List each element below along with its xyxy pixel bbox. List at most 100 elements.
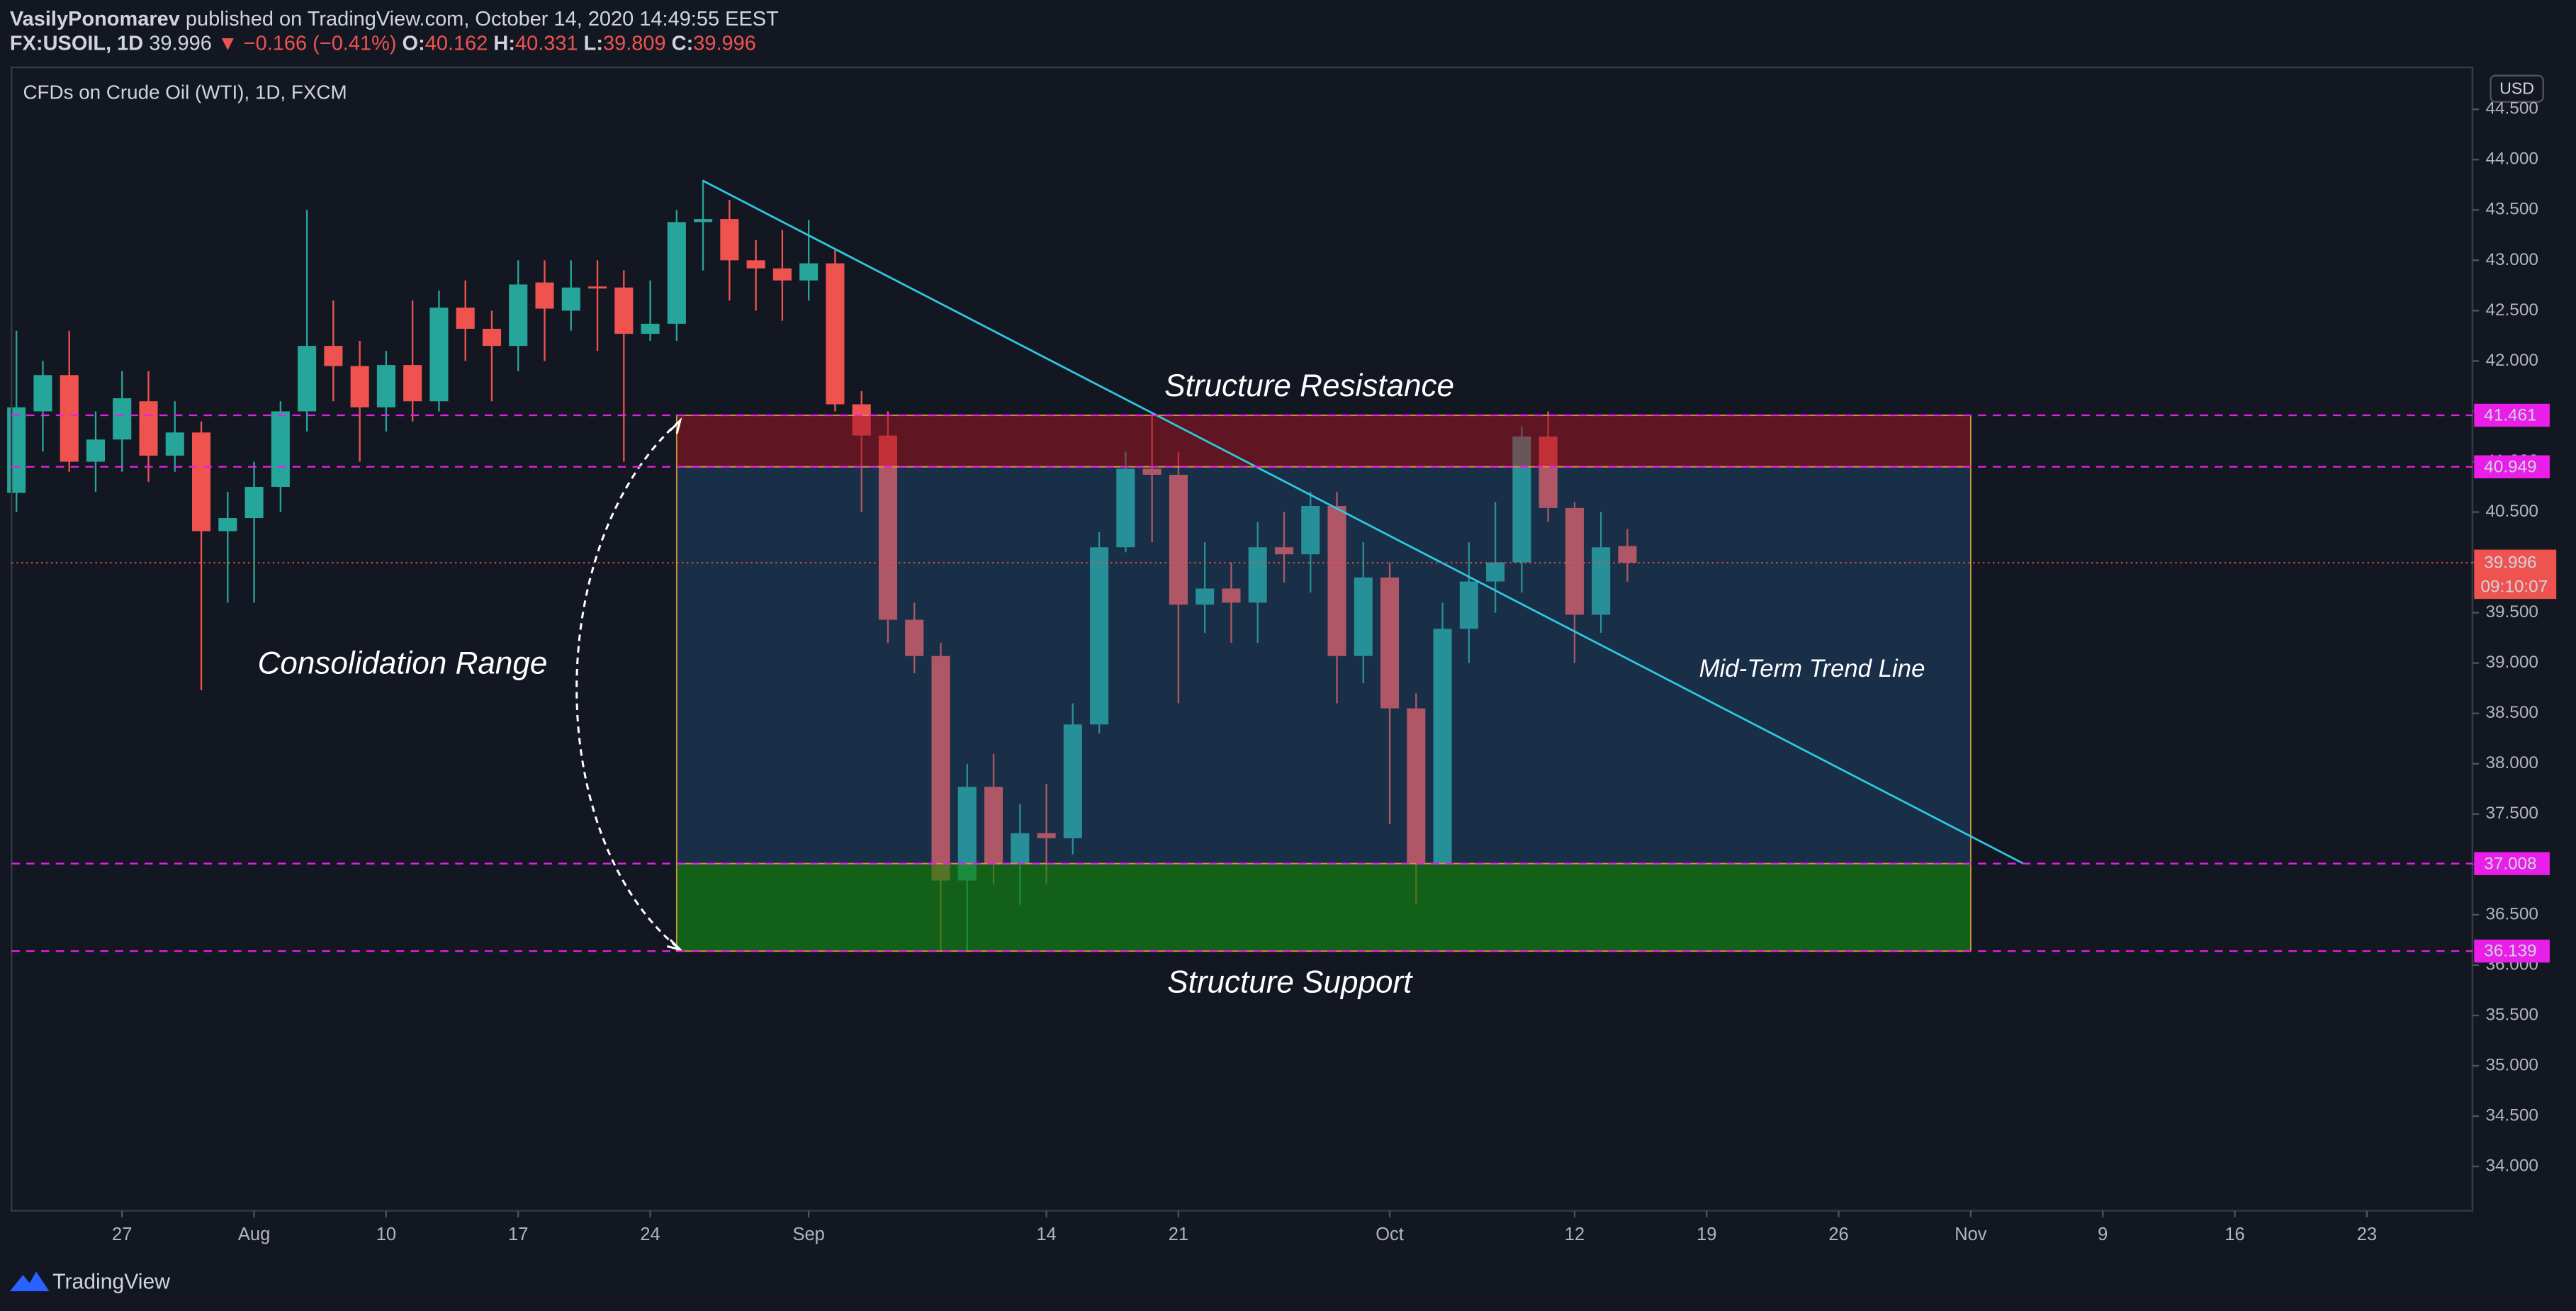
candle-body: [1142, 468, 1162, 475]
x-tick-label: 27: [112, 1225, 132, 1244]
candle-body: [324, 346, 343, 366]
trend-line: [702, 179, 2025, 865]
published: published on TradingView.com, October 14…: [186, 7, 779, 30]
candle-body: [113, 398, 132, 440]
y-tick-label: 35.500: [2485, 1005, 2538, 1024]
candle-body: [667, 222, 686, 324]
candle-body: [587, 286, 607, 289]
level-badge: [2474, 403, 2550, 427]
candle-body: [746, 260, 765, 269]
candle-body: [1459, 581, 1478, 629]
y-tick-label: 34.000: [2485, 1156, 2538, 1175]
candle-body: [1169, 474, 1188, 605]
currency: USD: [2499, 79, 2534, 97]
x-tick-label: Nov: [1955, 1225, 1987, 1244]
candle-body: [984, 787, 1003, 865]
candle-body: [694, 219, 713, 223]
zone: [675, 466, 1972, 865]
x-tick-label: 26: [1828, 1225, 1848, 1244]
y-tick-label: 39.500: [2485, 602, 2538, 621]
c-label: C:: [672, 32, 694, 55]
author: VasilyPonomarev: [10, 7, 180, 30]
x-tick-label: Aug: [238, 1225, 270, 1244]
candle-body: [1565, 507, 1584, 615]
y-tick-label: 42.000: [2485, 351, 2538, 370]
candle-body: [165, 432, 184, 456]
y-tick-label: 42.500: [2485, 300, 2538, 320]
range-arrow: [575, 420, 681, 951]
y-tick-label: 40.500: [2485, 502, 2538, 521]
h-value: 40.331: [515, 32, 578, 55]
l-value: 39.809: [603, 32, 666, 55]
candle-body: [403, 365, 422, 402]
candle-body: [86, 439, 106, 462]
y-tick-label: 38.000: [2485, 753, 2538, 772]
x-tick-label: 21: [1169, 1225, 1188, 1244]
last-price-badge: [2474, 549, 2557, 600]
candle-body: [509, 284, 528, 347]
x-tick-label: 9: [2098, 1225, 2108, 1244]
candle-body: [1222, 588, 1241, 603]
candle-body: [1274, 547, 1294, 555]
candle-body: [1407, 708, 1426, 865]
logo-icon: [9, 1271, 50, 1292]
x-tick-label: 10: [376, 1225, 396, 1244]
candle-body: [298, 346, 317, 412]
candle-body: [139, 401, 158, 456]
candle-body: [218, 518, 237, 531]
zone: [675, 862, 1972, 952]
level-label: 40.949: [2484, 457, 2536, 476]
y-tick-label: 35.000: [2485, 1055, 2538, 1074]
candle-body: [561, 287, 580, 311]
candle-body: [33, 375, 52, 412]
range-label: Consolidation Range: [258, 646, 548, 681]
candle-body: [1063, 724, 1082, 838]
candle-body: [799, 263, 819, 281]
level-label: 37.008: [2484, 854, 2536, 873]
y-tick-label: 44.000: [2485, 150, 2538, 169]
candle-body: [1618, 546, 1637, 563]
trend-label: Mid-Term Trend Line: [1699, 656, 1925, 682]
candle-body: [482, 328, 502, 347]
header-line-1: VasilyPonomarev published on TradingView…: [10, 7, 779, 30]
candle-body: [1116, 468, 1135, 548]
zone: [675, 415, 1972, 468]
candle-body: [1037, 833, 1056, 838]
x-tick-label: 24: [640, 1225, 660, 1244]
candle-body: [931, 656, 950, 881]
last: 39.996: [149, 32, 212, 55]
candle-body: [1090, 547, 1109, 725]
level-label: 41.461: [2484, 406, 2536, 425]
candle-body: [614, 287, 634, 334]
countdown: 09:10:07: [2481, 577, 2548, 596]
y-tick-label: 43.000: [2485, 250, 2538, 269]
l-label: L:: [584, 32, 603, 55]
candle-body: [1433, 629, 1452, 865]
candle-body: [1380, 577, 1400, 709]
x-tick-label: 23: [2357, 1225, 2377, 1244]
candle-body: [1486, 562, 1505, 582]
plot-area: [7, 179, 2025, 952]
candle-body: [1248, 547, 1267, 603]
y-tick-label: 43.500: [2485, 200, 2538, 219]
o-label: O:: [403, 32, 425, 55]
candle-body: [826, 263, 845, 405]
candle-body: [1301, 506, 1320, 555]
resistance-label: Structure Resistance: [1164, 368, 1454, 403]
candle-body: [350, 366, 369, 407]
candle-body: [271, 411, 290, 488]
x-tick-label: 14: [1036, 1225, 1056, 1244]
c-value: 39.996: [693, 32, 756, 55]
last-price-label: 39.996: [2484, 553, 2536, 573]
header-line-2: FX:USOIL, 1D 39.996 ▼ −0.166 (−0.41%) O:…: [10, 32, 756, 55]
candle-body: [376, 365, 395, 407]
o-value: 40.162: [425, 32, 488, 55]
y-tick-label: 44.500: [2485, 99, 2538, 118]
candle-body: [720, 219, 739, 261]
candle-body: [7, 407, 26, 493]
candle-body: [456, 308, 475, 329]
candle-body: [244, 487, 264, 519]
candle-body: [1327, 506, 1346, 656]
